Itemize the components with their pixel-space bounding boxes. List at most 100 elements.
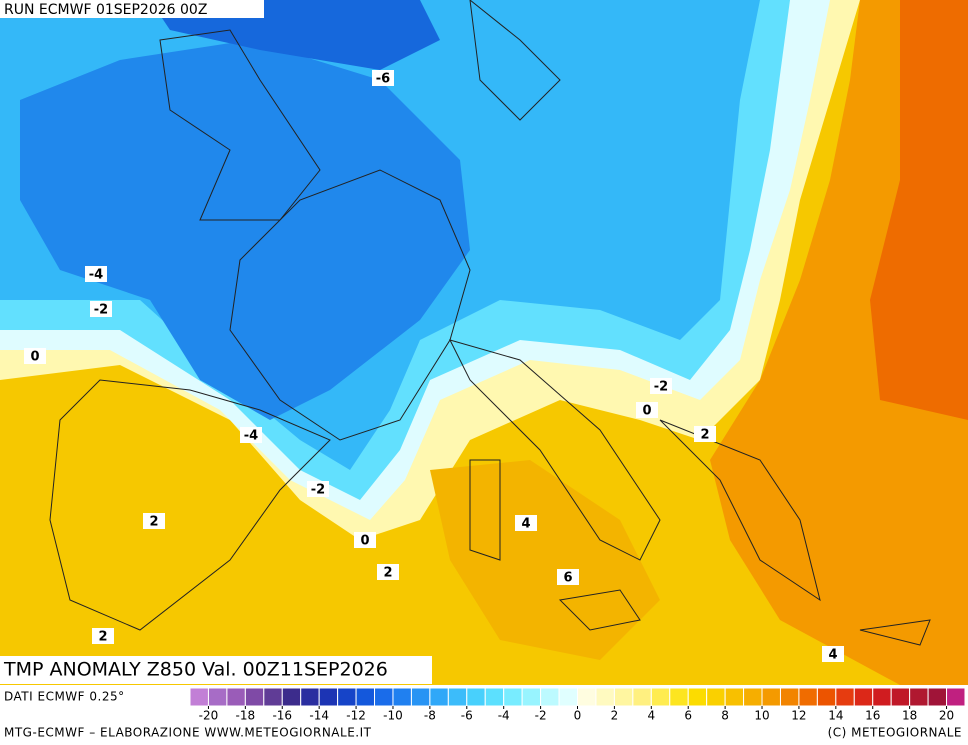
colorbar-tick-label: 4 (647, 709, 655, 723)
copyright-text: (C) METEOGIORNALE (828, 726, 962, 740)
contour-label: 2 (383, 566, 392, 581)
colorbar-tick-label: 12 (791, 709, 806, 723)
colorbar-swatch (263, 687, 283, 707)
header-text: RUN ECMWF 01SEP2026 00Z (4, 2, 207, 18)
colorbar-swatch (816, 687, 837, 707)
colorbar-tick-label: 10 (754, 709, 769, 723)
anomaly-field (870, 0, 968, 420)
contour-label: 2 (98, 630, 107, 645)
contour-label: 4 (828, 648, 837, 663)
colorbar-swatch (466, 687, 486, 707)
contour-label: -4 (244, 429, 258, 444)
contour-label-box (822, 646, 844, 662)
colorbar-swatch (706, 687, 726, 707)
colorbar-tick-label: 20 (939, 709, 954, 723)
anomaly-field (20, 40, 470, 420)
header-box (0, 0, 264, 18)
colorbar-swatch (669, 687, 689, 707)
colorbar-swatch (189, 687, 209, 707)
colorbar-swatch (779, 687, 800, 707)
contour-label: -4 (89, 268, 103, 283)
colorbar-swatch (853, 687, 874, 707)
contour-label-box (515, 515, 537, 531)
colorbar-tick-label: -8 (424, 709, 436, 723)
contour-label-box (557, 569, 579, 585)
contour-label: 0 (642, 404, 651, 419)
colorbar-swatch (410, 687, 431, 707)
colorbar-swatch (890, 687, 911, 707)
colorbar-swatch (226, 687, 246, 707)
colorbar-swatch (540, 687, 560, 707)
contour-label: 2 (149, 515, 158, 530)
colorbar-swatch (281, 687, 302, 707)
colorbar-tick-label: 14 (828, 709, 843, 723)
colorbar-tick-label: -4 (498, 709, 510, 723)
contour-label-box (24, 348, 46, 364)
colorbar-tick-label: 6 (684, 709, 692, 723)
colorbar-swatch (521, 687, 542, 707)
contour-label-box (377, 564, 399, 580)
colorbar-tick-label: 18 (902, 709, 917, 723)
colorbar-swatch (927, 687, 948, 707)
contour-label-box (354, 532, 376, 548)
credit-text: MTG-ECMWF – ELABORAZIONE WWW.METEOGIORNA… (4, 726, 372, 740)
colorbar-swatch (724, 687, 745, 707)
contour-label: -2 (654, 380, 668, 395)
colorbar-swatch (595, 687, 615, 707)
colorbar-swatch (337, 687, 357, 707)
title-box (0, 656, 432, 684)
colorbar-swatch (835, 687, 855, 707)
contour-label: 0 (30, 350, 39, 365)
colorbar-swatch (318, 687, 339, 707)
colorbar-tick-label: 8 (721, 709, 729, 723)
contour-label: 6 (563, 571, 572, 586)
colorbar-tick-label: -10 (383, 709, 403, 723)
colorbar-tick-label: -16 (272, 709, 292, 723)
colorbar-tick-label: 0 (574, 709, 582, 723)
crete-outline (859, 619, 931, 646)
colorbar-swatch (650, 687, 671, 707)
colorbar-tick-label: -20 (199, 709, 219, 723)
contour-label-box (143, 513, 165, 529)
colorbar-swatch (613, 687, 634, 707)
italy-outline (449, 339, 661, 561)
colorbar-swatch (558, 687, 578, 707)
anomaly-field (430, 460, 660, 660)
colorbar-swatch (503, 687, 523, 707)
colorbar-swatch (687, 687, 708, 707)
colorbar-swatch (355, 687, 376, 707)
colorbar-swatch (300, 687, 320, 707)
colorbar-swatch (207, 687, 228, 707)
map (0, 0, 968, 685)
colorbar-swatch (447, 687, 468, 707)
colorbar-swatch (244, 687, 265, 707)
colorbar-tick-label: 16 (865, 709, 880, 723)
contour-label: -2 (94, 303, 108, 318)
contour-label: -2 (311, 483, 325, 498)
contour-label-box (307, 481, 329, 497)
contour-label-box (90, 301, 112, 317)
iberia-outline (49, 379, 331, 631)
sardinia-outline (469, 459, 501, 561)
sicily-outline (558, 589, 641, 631)
colorbar-swatch (798, 687, 818, 707)
colorbar-tick-label: -14 (309, 709, 329, 723)
contour-label-box (636, 402, 658, 418)
colorbar-swatch (872, 687, 892, 707)
colorbar-swatch (577, 687, 597, 707)
colorbar-swatch (761, 687, 781, 707)
contour-label-box (650, 378, 672, 394)
contour-label: 0 (360, 534, 369, 549)
contour-label-box (372, 70, 394, 86)
contour-label-box (85, 266, 107, 282)
map-title: TMP ANOMALY Z850 Val. 00Z11SEP2026 (3, 659, 388, 681)
denmark-outline (469, 0, 561, 121)
colorbar-swatch (946, 687, 966, 707)
coastlines (49, 0, 931, 646)
colorbar-swatch (632, 687, 652, 707)
colorbar-tick-label: -2 (535, 709, 547, 723)
balkans-outline (659, 419, 821, 602)
colorbar: -20 -18 -16 -14 -12 -10 -8 -6 -4 -2 0 2 4 6 8 10 12 14 16 1… (189, 687, 966, 723)
